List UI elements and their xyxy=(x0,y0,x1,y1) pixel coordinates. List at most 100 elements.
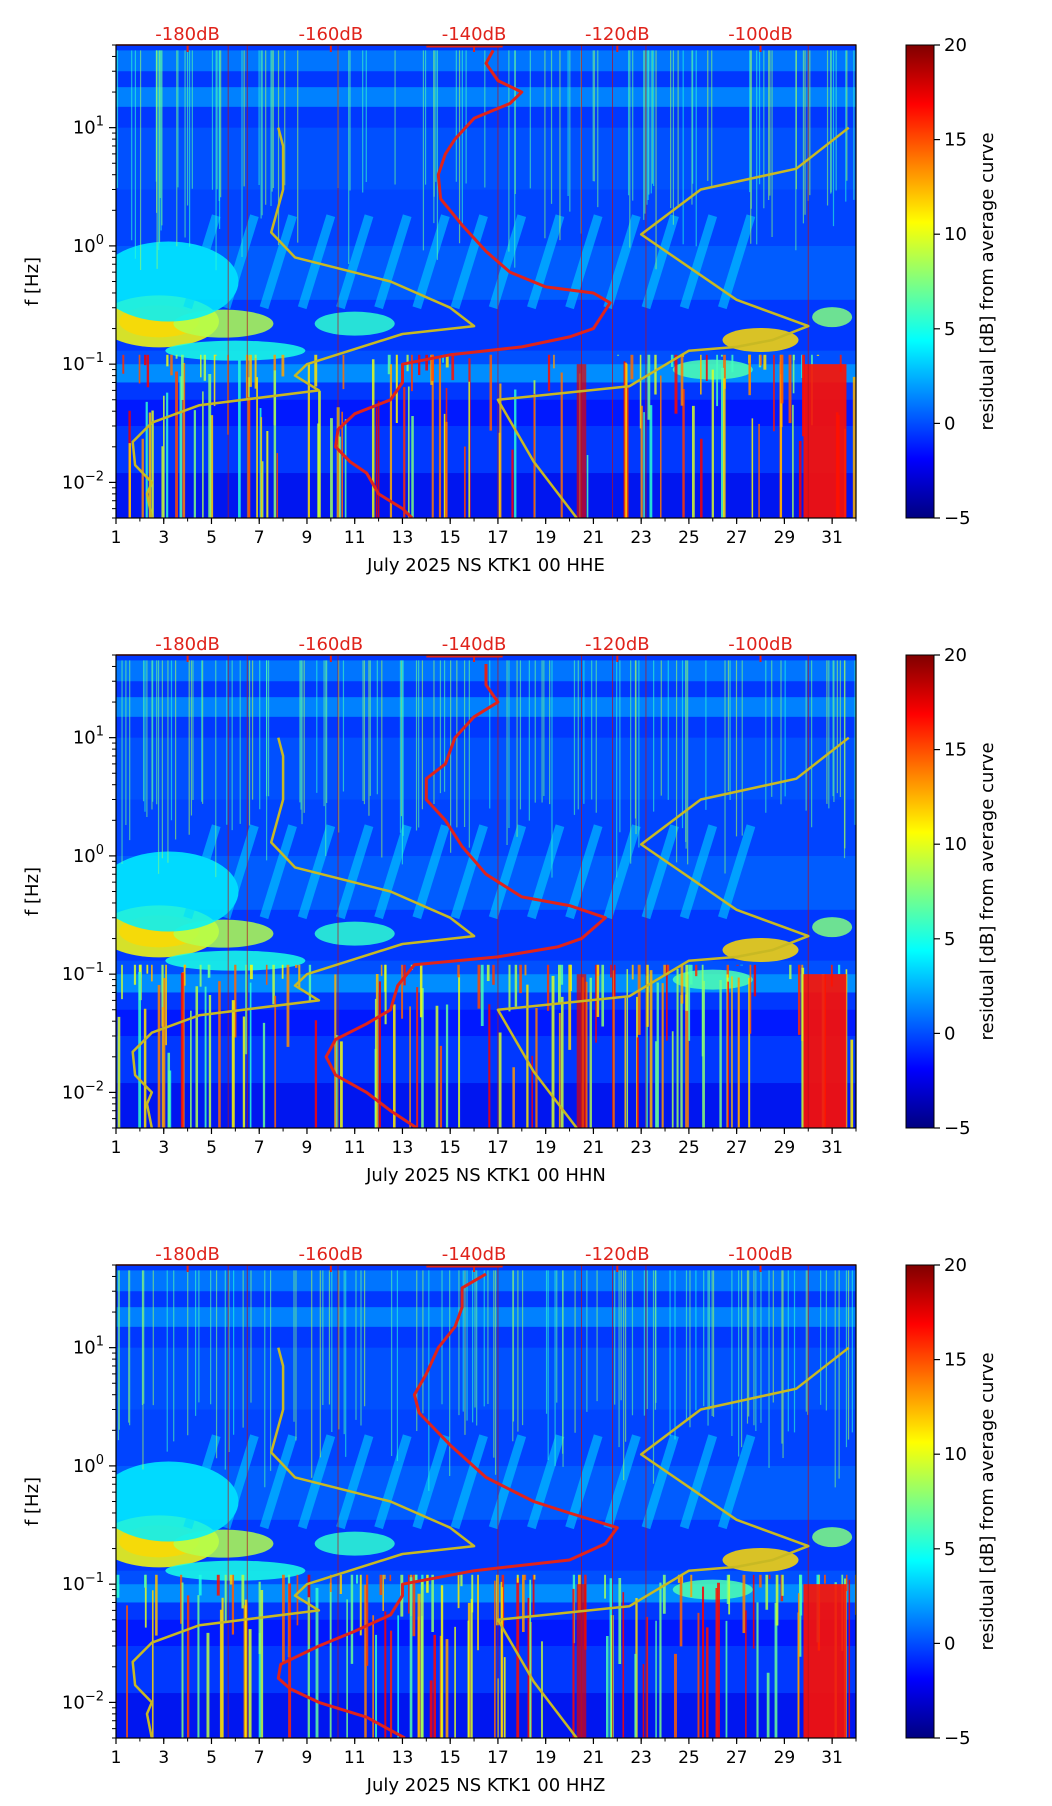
x-tick-label: 1 xyxy=(111,1748,122,1768)
x-tick-label: 25 xyxy=(678,528,700,548)
y-tick-label: 100 xyxy=(73,233,104,257)
y-tick-label: 10−2 xyxy=(62,469,104,493)
y-tick-label: 10−2 xyxy=(62,1079,104,1103)
x-tick-label: 13 xyxy=(392,1748,414,1768)
y-tick-label: 101 xyxy=(73,1335,104,1359)
x-tick-label: 11 xyxy=(344,1748,366,1768)
y-tick-label: 10−2 xyxy=(62,1689,104,1713)
db-tick-label: -180dB xyxy=(155,634,220,655)
db-tick-label: -120dB xyxy=(585,24,650,45)
x-tick-label: 23 xyxy=(630,1748,652,1768)
x-tick-label: 23 xyxy=(630,528,652,548)
x-tick-label: 25 xyxy=(678,1138,700,1158)
x-tick-label: 29 xyxy=(774,528,796,548)
x-tick-label: 15 xyxy=(439,1138,461,1158)
colorbar-tick-label: 15 xyxy=(944,740,967,761)
y-tick-label: 10−1 xyxy=(62,961,104,985)
y-axis-label: f [Hz] xyxy=(22,1477,43,1526)
colorbar-tick-label: 5 xyxy=(944,319,955,340)
spectrogram-image xyxy=(116,1265,856,1738)
colorbar-tick-label: 10 xyxy=(944,834,967,855)
x-tick-label: 3 xyxy=(158,528,169,548)
x-axis-label: July 2025 NS KTK1 00 HHN xyxy=(365,1165,606,1186)
colorbar-tick-label: 5 xyxy=(944,1539,955,1560)
db-tick-label: -160dB xyxy=(299,634,364,655)
y-tick-label: 10−1 xyxy=(62,351,104,375)
x-tick-label: 27 xyxy=(726,1748,748,1768)
colorbar-tick-label: 0 xyxy=(944,1633,955,1654)
db-tick-label: -100dB xyxy=(728,24,793,45)
colorbar-label: residual [dB] from average curve xyxy=(977,742,998,1040)
colorbar-tick-label: 20 xyxy=(944,35,967,56)
colorbar-label: residual [dB] from average curve xyxy=(977,132,998,430)
late-month-band xyxy=(803,364,847,518)
x-tick-label: 19 xyxy=(535,1138,557,1158)
db-tick-label: -140dB xyxy=(442,24,507,45)
db-tick-label: -180dB xyxy=(155,24,220,45)
x-tick-label: 7 xyxy=(254,1748,265,1768)
colorbar-tick-label: −5 xyxy=(944,1118,971,1139)
db-tick-label: -100dB xyxy=(728,634,793,655)
colorbar-tick-label: −5 xyxy=(944,508,971,529)
db-tick-label: -160dB xyxy=(299,1244,364,1265)
x-tick-label: 27 xyxy=(726,1138,748,1158)
x-tick-label: 17 xyxy=(487,528,509,548)
y-axis-label: f [Hz] xyxy=(22,257,43,306)
y-tick-label: 101 xyxy=(73,725,104,749)
x-tick-label: 23 xyxy=(630,1138,652,1158)
x-tick-label: 17 xyxy=(487,1748,509,1768)
x-tick-label: 19 xyxy=(535,1748,557,1768)
colorbar-tick-label: 10 xyxy=(944,224,967,245)
x-tick-label: 31 xyxy=(821,1748,843,1768)
x-tick-label: 31 xyxy=(821,1138,843,1158)
colorbar xyxy=(905,44,935,519)
colorbar-tick-label: 15 xyxy=(944,130,967,151)
db-tick-label: -120dB xyxy=(585,634,650,655)
y-tick-label: 10−1 xyxy=(62,1571,104,1595)
colorbar-tick-label: 0 xyxy=(944,1023,955,1044)
x-tick-label: 15 xyxy=(439,528,461,548)
spectrogram-image xyxy=(116,655,856,1128)
x-tick-label: 3 xyxy=(158,1138,169,1158)
colorbar-tick-label: 15 xyxy=(944,1350,967,1371)
noise-model-curve xyxy=(496,126,850,518)
x-axis-label: July 2025 NS KTK1 00 HHZ xyxy=(366,1775,606,1796)
x-tick-label: 13 xyxy=(392,1138,414,1158)
x-tick-label: 17 xyxy=(487,1138,509,1158)
colorbar-label: residual [dB] from average curve xyxy=(977,1352,998,1650)
y-tick-label: 100 xyxy=(73,843,104,867)
x-tick-label: 31 xyxy=(821,528,843,548)
x-tick-label: 7 xyxy=(254,1138,265,1158)
noise-model-curve xyxy=(496,736,850,1128)
x-tick-label: 5 xyxy=(206,1138,217,1158)
x-tick-label: 5 xyxy=(206,528,217,548)
x-tick-label: 29 xyxy=(774,1748,796,1768)
x-tick-label: 21 xyxy=(583,528,605,548)
db-tick-label: -160dB xyxy=(299,24,364,45)
x-tick-label: 1 xyxy=(111,528,122,548)
db-tick-label: -140dB xyxy=(442,1244,507,1265)
noise-model-curve xyxy=(131,737,476,1128)
colorbar-tick-label: 20 xyxy=(944,645,967,666)
x-tick-label: 21 xyxy=(583,1138,605,1158)
x-tick-label: 5 xyxy=(206,1748,217,1768)
x-tick-label: 7 xyxy=(254,528,265,548)
late-month-band xyxy=(803,974,847,1128)
noise-model-curve xyxy=(131,1347,476,1738)
y-axis-label: f [Hz] xyxy=(22,867,43,916)
x-tick-label: 19 xyxy=(535,528,557,548)
psd-curve xyxy=(324,664,607,1128)
x-tick-label: 11 xyxy=(344,528,366,548)
noise-model-curve xyxy=(496,1346,850,1738)
colorbar-tick-label: −5 xyxy=(944,1728,971,1749)
x-tick-label: 11 xyxy=(344,1138,366,1158)
colorbar xyxy=(905,1264,935,1739)
x-tick-label: 25 xyxy=(678,1748,700,1768)
x-tick-label: 29 xyxy=(774,1138,796,1158)
x-tick-label: 1 xyxy=(111,1138,122,1158)
late-month-band xyxy=(803,1584,847,1738)
x-tick-label: 9 xyxy=(302,528,313,548)
